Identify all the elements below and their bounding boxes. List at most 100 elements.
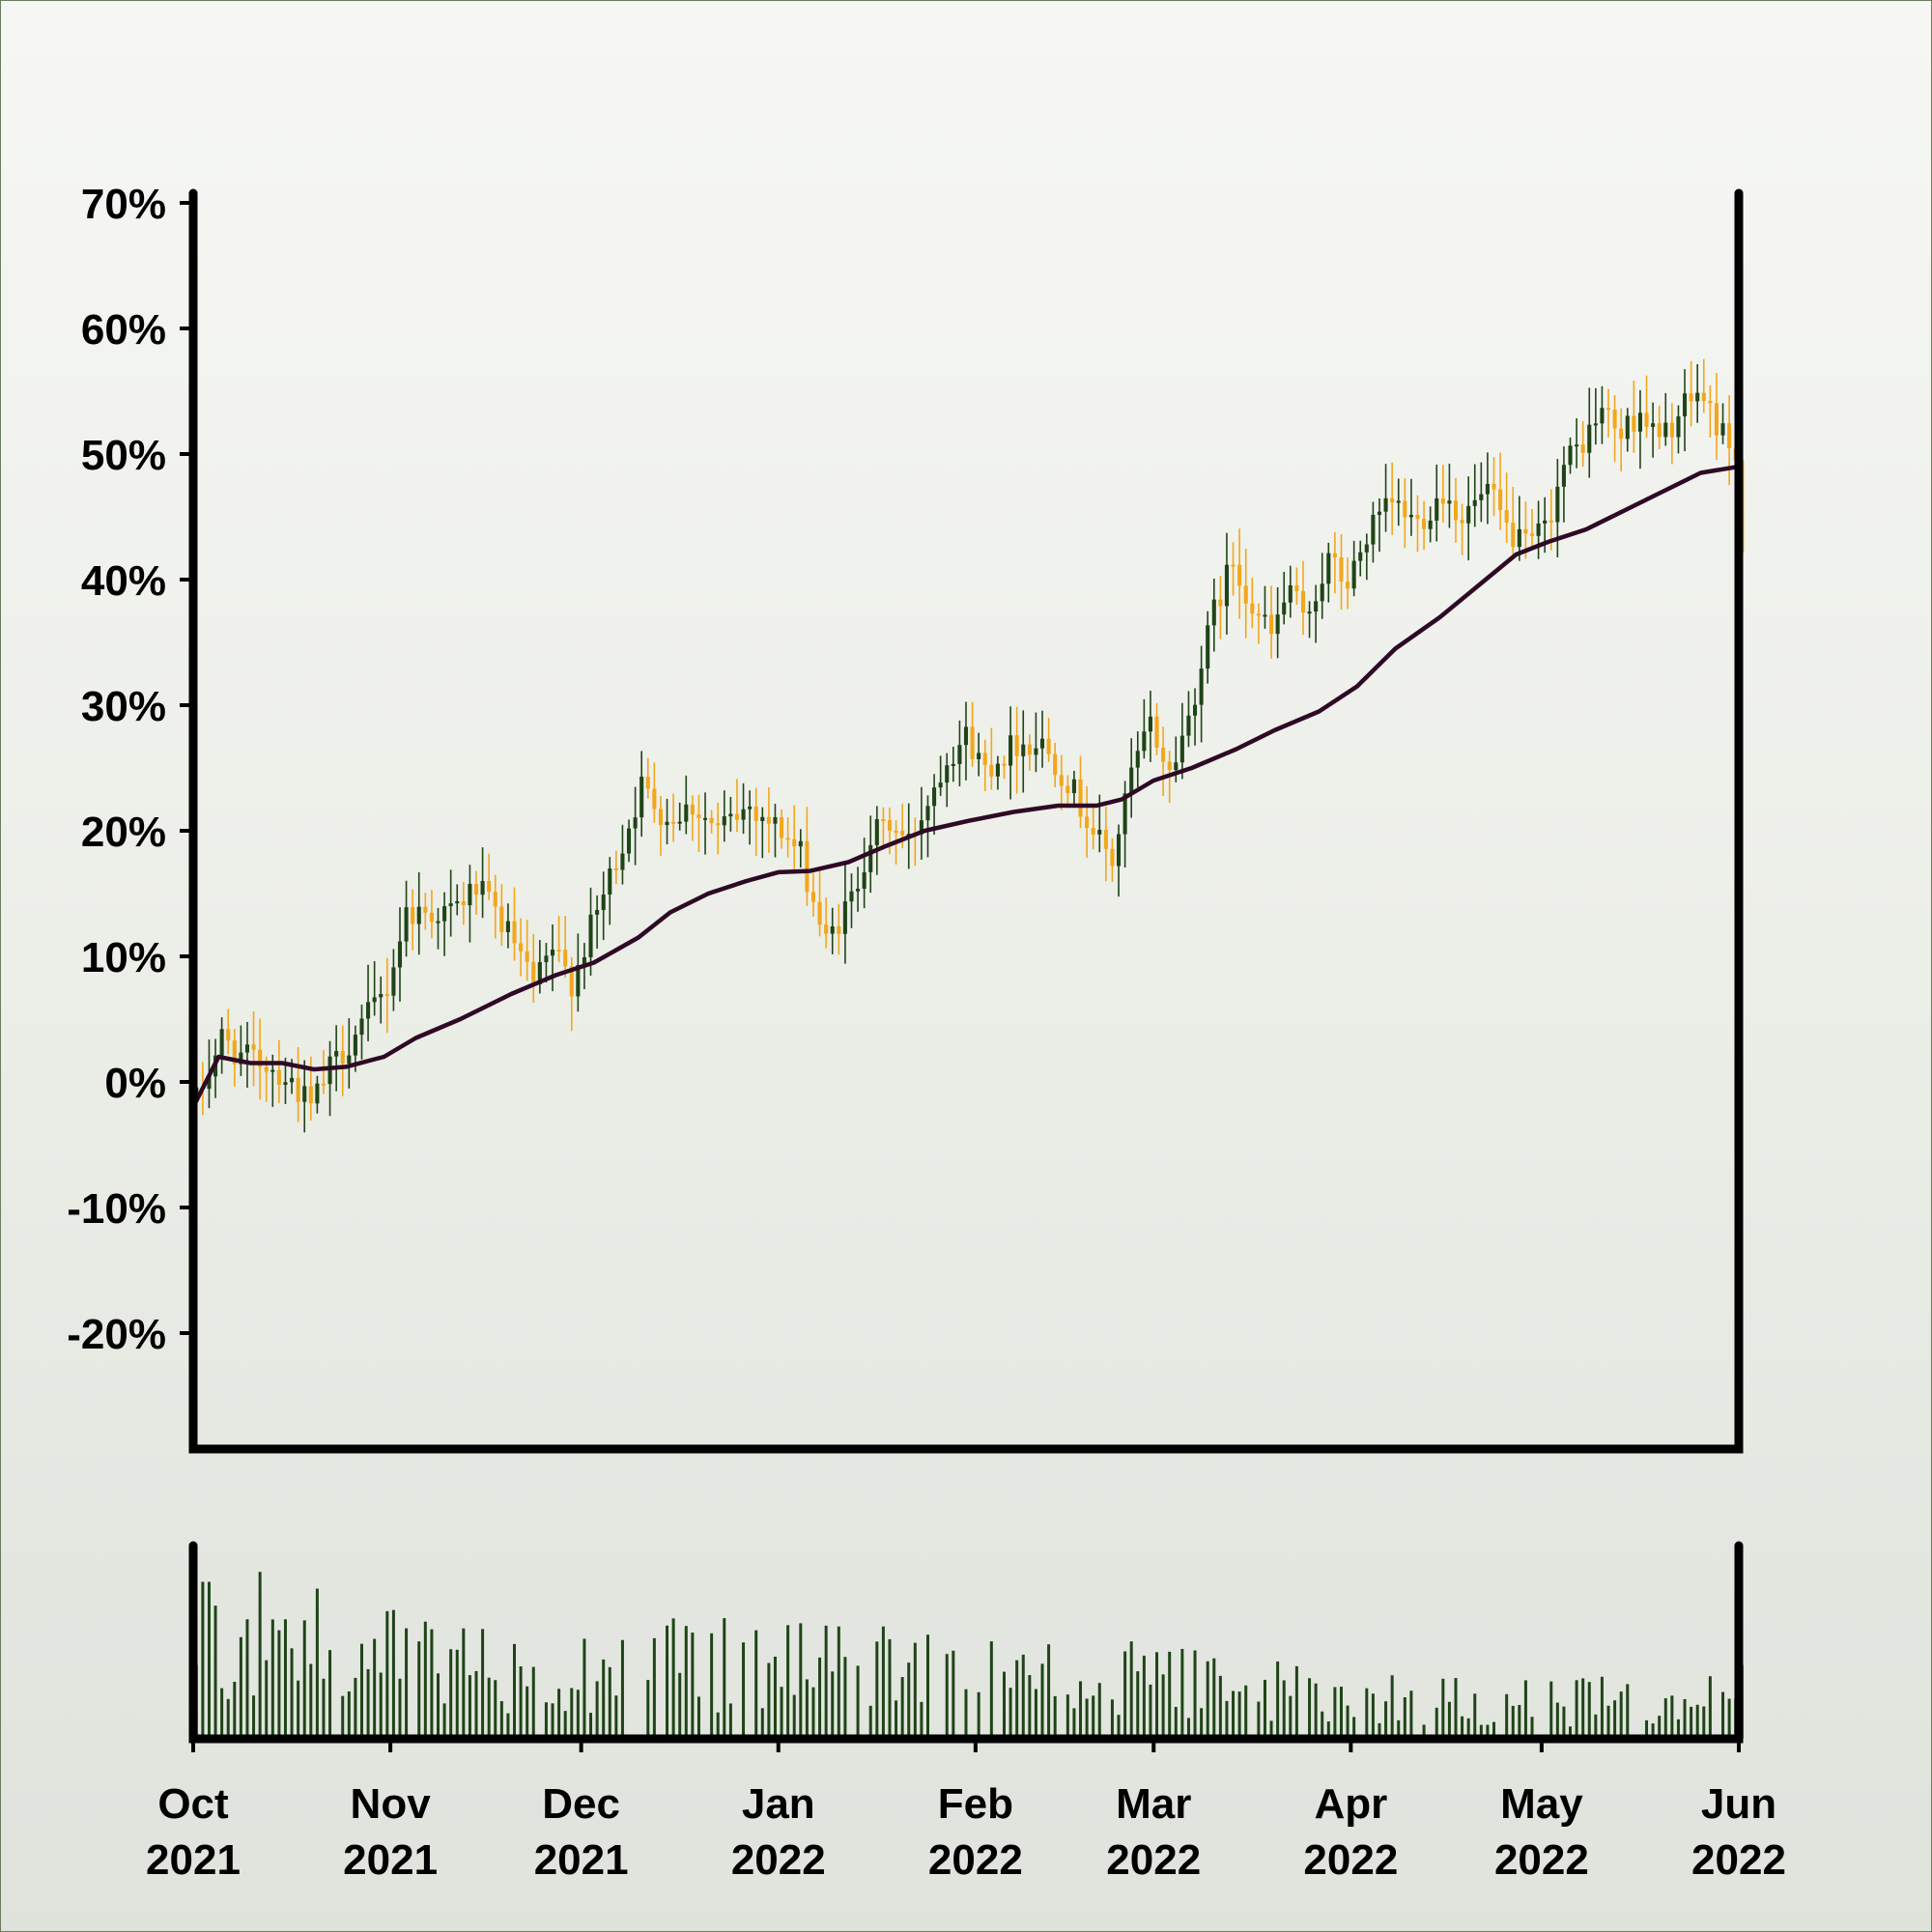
volume-bar xyxy=(1168,1651,1172,1739)
volume-bar xyxy=(531,1666,535,1739)
volume-bar xyxy=(1180,1648,1184,1739)
volume-bar xyxy=(239,1636,242,1739)
volume-bar xyxy=(786,1625,790,1739)
candle-body xyxy=(1288,584,1293,603)
candle-body xyxy=(455,901,460,904)
volume-bar xyxy=(1200,1708,1204,1739)
volume-bar xyxy=(646,1680,650,1739)
volume-bar xyxy=(1321,1711,1324,1739)
volume-bar xyxy=(1505,1693,1509,1739)
candle-body xyxy=(1103,830,1108,849)
candle-body xyxy=(1034,748,1038,755)
candle-body xyxy=(1529,533,1535,536)
axes xyxy=(188,188,1744,1744)
candle-body xyxy=(1568,445,1573,466)
candle-body xyxy=(1492,483,1496,490)
volume-bar xyxy=(1626,1684,1630,1739)
candle-body xyxy=(1632,415,1636,432)
candle-body xyxy=(334,1051,339,1057)
volume-bar xyxy=(1326,1721,1330,1739)
x-tick-year: 2022 xyxy=(1303,1836,1398,1884)
volume-bar xyxy=(1569,1726,1573,1739)
candle-body xyxy=(537,962,542,984)
volume-bar xyxy=(1555,1702,1559,1739)
volume-bar xyxy=(207,1581,211,1739)
x-tick-month: Nov xyxy=(351,1780,432,1828)
candle-body xyxy=(1300,590,1306,613)
volume-bar xyxy=(405,1628,409,1739)
candle-body xyxy=(817,901,822,925)
volume-bar xyxy=(1594,1714,1598,1739)
candle-body xyxy=(887,820,893,831)
volume-bar xyxy=(551,1703,554,1739)
candle-body xyxy=(1250,603,1255,614)
volume-bar xyxy=(1053,1695,1057,1739)
volume-bar xyxy=(696,1696,700,1739)
candle-body xyxy=(1091,828,1095,835)
candle-body xyxy=(347,1055,352,1064)
x-tick-year: 2021 xyxy=(343,1836,438,1884)
candle-body xyxy=(977,753,981,759)
candle-body xyxy=(1727,423,1732,449)
x-tick-labels: Oct 2021 Nov 2021 Dec 2021 Jan 2022 Feb 2022 Mar 20… xyxy=(146,1739,1786,1884)
volume-bar xyxy=(1690,1706,1693,1739)
candle-body xyxy=(1605,408,1611,411)
candle-body xyxy=(785,838,790,840)
volume-bar xyxy=(652,1637,656,1739)
volume-bar xyxy=(1269,1720,1273,1739)
candle-body xyxy=(1390,497,1395,503)
candle-body xyxy=(219,1029,224,1056)
volume-bar xyxy=(868,1705,872,1739)
volume-bar xyxy=(379,1672,383,1739)
candle-body xyxy=(1619,428,1624,440)
y-tick-labels: 70% 60% 50% 40% 30% 20% 10% 0% -10% -20% xyxy=(67,181,193,1358)
volume-bar xyxy=(1562,1706,1566,1739)
candle-body xyxy=(1720,423,1725,436)
candle-body xyxy=(1275,614,1280,635)
volume-bar xyxy=(1244,1685,1248,1739)
candle-body xyxy=(1536,523,1541,536)
volume-bar xyxy=(1047,1644,1051,1739)
y-tick-label: -20% xyxy=(67,1311,166,1358)
volume-bar xyxy=(1072,1708,1076,1739)
volume-bar xyxy=(1079,1681,1083,1739)
volume-bar xyxy=(952,1650,955,1739)
volume-bar xyxy=(1378,1722,1381,1739)
volume-bar xyxy=(519,1666,523,1739)
candle-body xyxy=(442,906,447,922)
candle-body xyxy=(608,868,612,895)
candle-body xyxy=(244,1044,250,1053)
candle-body xyxy=(1206,625,1210,669)
candle-body xyxy=(1148,716,1152,732)
candle-body xyxy=(1097,830,1102,835)
candle-body xyxy=(270,1069,275,1072)
y-tick-label: -10% xyxy=(67,1185,166,1233)
volume-bar xyxy=(270,1619,274,1739)
volume-bar xyxy=(1289,1695,1293,1739)
candle-body xyxy=(982,753,987,765)
candle-body xyxy=(957,745,962,764)
volume-bar xyxy=(1721,1691,1725,1739)
candle-body xyxy=(824,924,829,934)
y-tick-label: 20% xyxy=(81,809,166,856)
x-tick-month: Jan xyxy=(742,1780,815,1828)
volume-bar xyxy=(754,1630,758,1739)
volume-bar xyxy=(742,1642,746,1739)
candle-body xyxy=(1174,762,1179,771)
x-tick-year: 2022 xyxy=(731,1836,826,1884)
candle-body xyxy=(938,782,943,788)
candle-body xyxy=(1657,423,1662,438)
candle-body xyxy=(308,1086,313,1104)
candle-body xyxy=(798,840,803,847)
volume-bar xyxy=(1670,1695,1674,1739)
candle-body xyxy=(340,1051,345,1064)
volume-bar xyxy=(1308,1678,1312,1739)
volume-bar xyxy=(391,1609,395,1739)
candle-body xyxy=(207,1076,212,1090)
candle-body xyxy=(397,941,403,968)
volume-bar xyxy=(1021,1654,1025,1739)
candle-body xyxy=(1644,412,1649,427)
volume-bar xyxy=(341,1695,345,1739)
volume-bar xyxy=(1097,1683,1101,1739)
candle-body xyxy=(1637,412,1642,432)
